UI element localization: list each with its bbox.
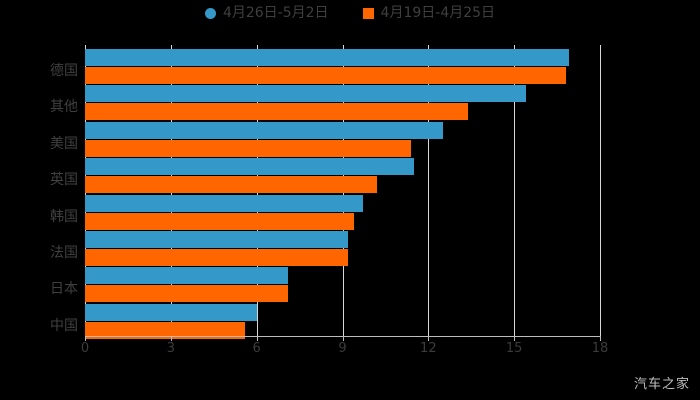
x-axis-tick-label: 15 — [505, 341, 523, 356]
gridline — [600, 45, 601, 336]
bar-series-a[interactable] — [85, 230, 349, 248]
x-axis-tick-label: 12 — [420, 341, 437, 356]
plot-area — [85, 45, 601, 339]
x-axis-tick-mark — [256, 336, 258, 341]
bar-series-b[interactable] — [85, 176, 377, 194]
legend-square-marker-icon — [362, 7, 374, 19]
y-axis-category-label: 韩国 — [50, 208, 78, 225]
x-axis-tick-mark — [514, 336, 516, 341]
bar-series-b[interactable] — [85, 321, 246, 339]
y-axis-category-label: 英国 — [50, 172, 78, 189]
legend-label-series-b: 4月19日-4月25日 — [380, 5, 496, 21]
x-axis-tick-mark — [342, 336, 344, 341]
x-axis-tick-label: 18 — [591, 341, 609, 356]
bar-series-a[interactable] — [85, 121, 443, 139]
bar-series-b[interactable] — [85, 212, 354, 230]
y-axis-category-label: 其他 — [50, 99, 78, 116]
y-axis-category-label: 中国 — [50, 317, 78, 334]
x-axis-tick-mark — [170, 336, 172, 341]
bar-series-a[interactable] — [85, 267, 289, 285]
chart-legend: 4月26日-5月2日 4月19日-4月25日 — [0, 6, 700, 20]
bar-series-a[interactable] — [85, 49, 569, 66]
gridline — [514, 45, 516, 336]
bar-series-a[interactable] — [85, 194, 363, 212]
x-axis-tick-label: 3 — [166, 341, 175, 356]
bar-series-a[interactable] — [85, 158, 415, 176]
gridline — [428, 45, 430, 336]
bar-series-b[interactable] — [85, 248, 349, 266]
legend-item-series-a[interactable]: 4月26日-5月2日 — [204, 5, 329, 21]
x-axis-tick-label: 0 — [80, 341, 90, 356]
legend-item-series-b[interactable]: 4月19日-4月25日 — [362, 5, 496, 21]
x-axis-tick-label: 9 — [338, 341, 347, 356]
y-axis-category-label: 日本 — [50, 281, 78, 298]
x-axis-tick-label: 6 — [252, 341, 261, 356]
y-axis-category-label: 德国 — [50, 63, 78, 79]
y-axis-category-label: 法国 — [50, 244, 78, 261]
bar-series-b[interactable] — [85, 139, 412, 157]
x-axis-tick-mark — [428, 336, 430, 341]
x-axis-tick-mark — [600, 336, 601, 341]
bar-series-a[interactable] — [85, 85, 526, 103]
watermark: 汽车之家 — [633, 377, 690, 392]
legend-label-series-a: 4月26日-5月2日 — [222, 5, 329, 21]
bar-series-b[interactable] — [85, 67, 566, 84]
y-axis-category-label: 美国 — [50, 135, 78, 152]
bar-series-a[interactable] — [85, 303, 257, 321]
bar-series-b[interactable] — [85, 103, 469, 121]
bar-series-b[interactable] — [85, 285, 289, 303]
legend-circle-marker-icon — [204, 7, 216, 19]
x-axis-tick-mark — [85, 336, 86, 341]
